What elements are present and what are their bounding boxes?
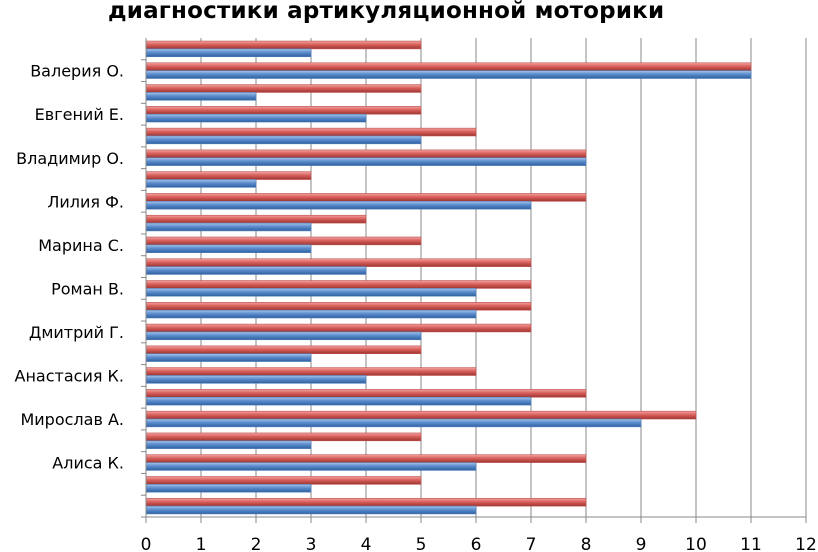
category-label-4: Мирослав А. xyxy=(20,410,124,429)
category-label-2: Алиса К. xyxy=(52,454,124,473)
bar-blue-9 xyxy=(145,309,477,319)
bar-blue-20 xyxy=(145,70,752,79)
bar-blue-13 xyxy=(145,222,312,232)
x-tick-label-3: 3 xyxy=(306,535,317,552)
x-tick-label-8: 8 xyxy=(581,535,592,552)
bar-red-13 xyxy=(145,214,367,224)
x-tick-label-12: 12 xyxy=(795,535,817,552)
bar-red-5 xyxy=(145,389,587,398)
category-label-10: Роман В. xyxy=(51,279,124,298)
bar-blue-1 xyxy=(145,484,312,493)
category-label-8: Дмитрий Г. xyxy=(29,323,124,342)
bar-blue-17 xyxy=(145,135,422,145)
x-tick-label-2: 2 xyxy=(251,535,262,552)
bar-red-18 xyxy=(145,106,422,115)
bar-blue-19 xyxy=(145,92,257,101)
axes xyxy=(141,38,807,523)
bar-blue-0 xyxy=(145,505,477,515)
bar-red-7 xyxy=(145,345,422,355)
bar-red-2 xyxy=(145,454,587,463)
category-label-12: Марина С. xyxy=(38,236,124,255)
bar-red-10 xyxy=(145,280,532,289)
bar-blue-2 xyxy=(145,462,477,471)
x-tick-label-10: 10 xyxy=(685,535,707,552)
category-label-14: Лилия Ф. xyxy=(47,192,124,211)
bar-red-8 xyxy=(145,323,532,333)
bar-blue-12 xyxy=(145,244,312,253)
bar-red-1 xyxy=(145,476,422,485)
bar-blue-18 xyxy=(145,113,367,123)
x-tick-label-9: 9 xyxy=(636,535,647,552)
bar-blue-11 xyxy=(145,266,367,275)
bar-red-21 xyxy=(145,40,422,50)
bar-red-4 xyxy=(145,410,697,420)
bar-red-17 xyxy=(145,127,477,137)
x-tick-label-7: 7 xyxy=(526,535,537,552)
bar-blue-6 xyxy=(145,375,367,384)
x-tick-label-5: 5 xyxy=(416,535,427,552)
bar-red-15 xyxy=(145,171,312,180)
x-tick-label-1: 1 xyxy=(196,535,207,552)
category-label-20: Валерия О. xyxy=(30,62,124,81)
x-tick-label-0: 0 xyxy=(141,535,152,552)
bar-red-0 xyxy=(145,497,587,507)
x-tick-label-6: 6 xyxy=(471,535,482,552)
chart-title: диагностики артикуляционной моторики xyxy=(108,0,665,24)
bar-red-6 xyxy=(145,367,477,376)
bars xyxy=(145,40,752,515)
bar-red-12 xyxy=(145,236,422,246)
category-label-16: Владимир О. xyxy=(16,149,124,168)
bar-blue-4 xyxy=(145,418,642,428)
bar-blue-8 xyxy=(145,331,422,341)
category-label-18: Евгений Е. xyxy=(35,105,124,124)
bar-blue-16 xyxy=(145,157,587,166)
bar-blue-14 xyxy=(145,200,532,210)
bar-blue-21 xyxy=(145,48,312,58)
x-tick-label-4: 4 xyxy=(361,535,372,552)
bar-red-9 xyxy=(145,302,532,311)
bar-red-14 xyxy=(145,193,587,202)
bar-red-3 xyxy=(145,432,422,442)
bar-red-20 xyxy=(145,62,752,71)
category-label-6: Анастасия К. xyxy=(15,366,124,385)
bar-blue-3 xyxy=(145,440,312,449)
bar-blue-10 xyxy=(145,288,477,297)
bar-blue-5 xyxy=(145,396,532,406)
bar-blue-7 xyxy=(145,353,312,362)
x-tick-label-11: 11 xyxy=(740,535,762,552)
bar-red-19 xyxy=(145,84,422,93)
bar-blue-15 xyxy=(145,179,257,188)
bar-red-11 xyxy=(145,258,532,267)
bar-red-16 xyxy=(145,149,587,159)
